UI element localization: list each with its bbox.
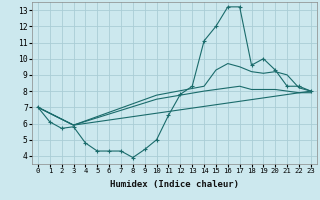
X-axis label: Humidex (Indice chaleur): Humidex (Indice chaleur): [110, 180, 239, 189]
